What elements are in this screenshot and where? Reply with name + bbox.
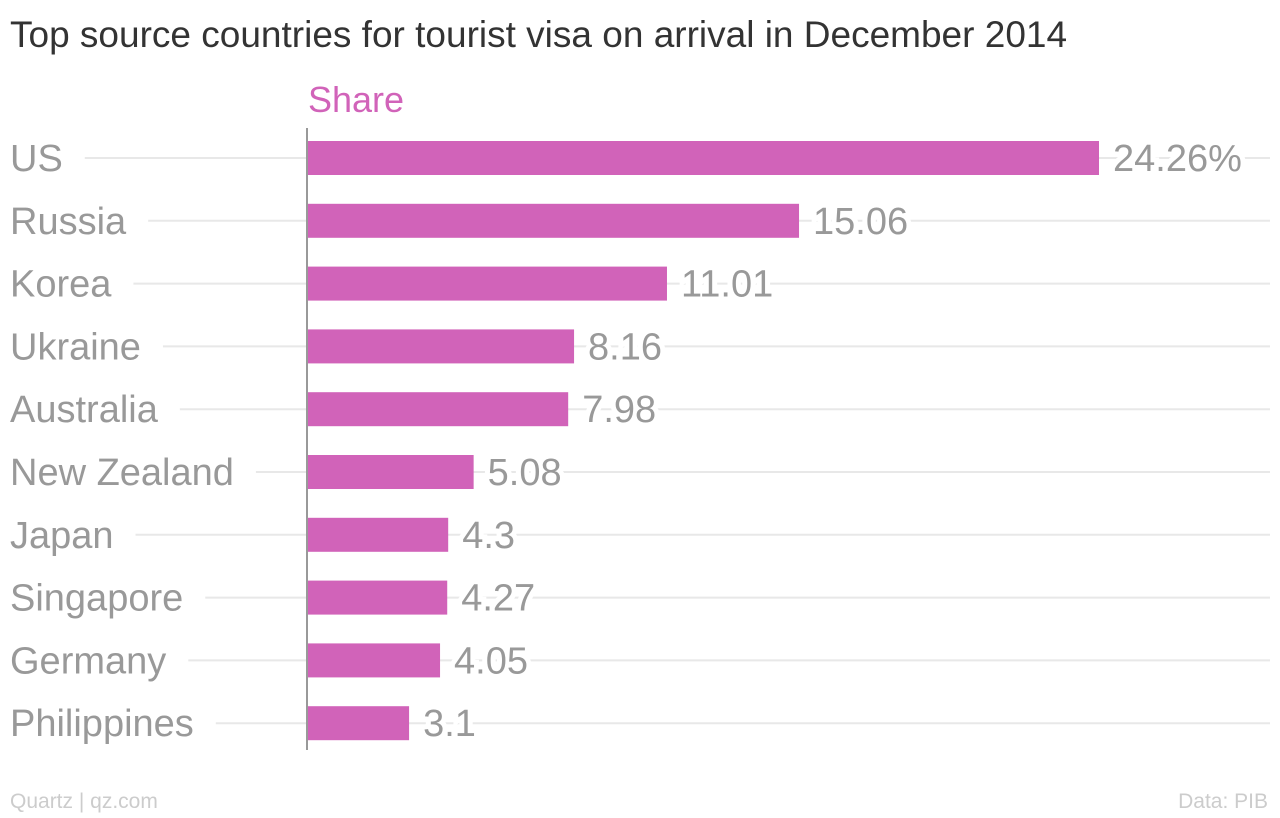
category-label: Russia [10, 201, 127, 243]
category-label: New Zealand [10, 452, 234, 494]
footer-source-left: Quartz | qz.com [10, 790, 158, 813]
value-label: 5.08 [488, 452, 562, 494]
category-label: US [10, 138, 63, 180]
footer-source-right: Data: PIB [1178, 790, 1268, 813]
value-label: 4.3 [462, 515, 515, 557]
category-label: Germany [10, 640, 166, 682]
category-label: Korea [10, 264, 112, 306]
value-label: 15.06 [813, 201, 908, 243]
bar [308, 141, 1099, 175]
bar [308, 580, 448, 615]
bar [308, 329, 575, 364]
bar [308, 643, 441, 678]
category-label: Ukraine [10, 326, 141, 368]
bar [308, 266, 667, 301]
bar [308, 517, 449, 552]
bar [308, 455, 474, 489]
value-label: 8.16 [588, 326, 662, 368]
category-label: Philippines [10, 703, 194, 745]
category-label: Singapore [10, 578, 183, 620]
value-label: 4.27 [461, 578, 535, 620]
value-label: 24.26% [1113, 138, 1242, 180]
bar [308, 706, 410, 741]
value-label: 4.05 [454, 640, 528, 682]
value-label: 11.01 [681, 264, 773, 306]
value-label: 3.1 [423, 703, 476, 745]
bar [308, 203, 800, 238]
chart-title: Top source countries for tourist visa on… [10, 14, 1068, 55]
series-header: Share [308, 79, 405, 120]
category-label: Japan [10, 515, 114, 557]
value-label: 7.98 [582, 389, 656, 431]
bar [308, 392, 569, 427]
category-label: Australia [10, 389, 159, 431]
